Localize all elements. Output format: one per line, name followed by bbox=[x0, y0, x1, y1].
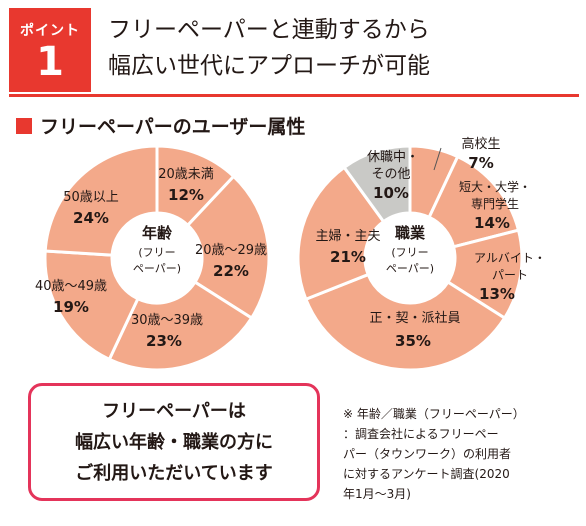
slice-value-label: 12% bbox=[168, 186, 204, 204]
pie-slice bbox=[43, 144, 159, 257]
slice-value-label: 23% bbox=[146, 332, 182, 350]
slice-value-label: 22% bbox=[213, 262, 249, 280]
job-chart-group: 高校生 7% 短大・大学・専門学生 14% アルバイト・パート 13% 正・契・派社員 35%… bbox=[296, 136, 546, 372]
leader-line bbox=[433, 147, 442, 171]
note-line-2: ：調査会社によるフリーペー bbox=[343, 427, 499, 441]
point-badge: ポイント 1 bbox=[9, 8, 91, 92]
survey-note: ※ 年齢／職業（フリーペーパー） ：調査会社によるフリーペー パー（タウンワーク… bbox=[343, 404, 579, 504]
callout-line-1: フリーペーパーは bbox=[102, 400, 246, 422]
pie-slice bbox=[342, 144, 412, 224]
pie-slice bbox=[296, 165, 386, 302]
headline-line-2: 幅広い世代にアプローチが可能 bbox=[108, 53, 430, 79]
slice-value-label: 19% bbox=[53, 298, 89, 316]
slice-value-label: 35% bbox=[395, 332, 431, 350]
note-line-1: ※ 年齢／職業（フリーペーパー） bbox=[343, 407, 525, 421]
slice-label: その他 bbox=[371, 167, 410, 182]
slice-value-label: 14% bbox=[474, 214, 510, 232]
slice-label: 高校生 bbox=[461, 136, 500, 152]
slice-label: 30歳～39歳 bbox=[131, 313, 203, 328]
slice-label: 短大・大学・ bbox=[459, 179, 531, 194]
callout-line-2: 幅広い年齢・職業の方に bbox=[75, 431, 273, 453]
slice-label: 正・契・派社員 bbox=[369, 310, 460, 326]
slice-value-label: 10% bbox=[373, 184, 409, 202]
slice-value-label: 21% bbox=[330, 248, 366, 266]
slice-label: 20歳未満 bbox=[158, 167, 214, 182]
chart-center-label: 職業 bbox=[395, 224, 426, 242]
pie-slice bbox=[185, 174, 271, 321]
age-chart-group: 20歳未満 12% 20歳～29歳 22% 30歳～39歳 23% 40歳～49歳 19% 50… bbox=[35, 144, 271, 372]
note-line-4: に対するアンケート調査(2020 bbox=[343, 467, 510, 481]
note-line-5: 年1月～3月) bbox=[343, 487, 411, 501]
note-line-3: パー（タウンワーク）の利用者 bbox=[343, 447, 512, 461]
slice-label: 休職中・ bbox=[367, 150, 419, 165]
chart-center-label: 年齢 bbox=[142, 224, 173, 242]
slice-value-label: 13% bbox=[479, 285, 515, 303]
point-number: 1 bbox=[36, 39, 64, 85]
section-marker-icon bbox=[16, 117, 32, 134]
slice-label: アルバイト・ bbox=[474, 251, 546, 265]
callout-box: フリーペーパーは 幅広い年齢・職業の方に ご利用いただいています bbox=[28, 383, 320, 501]
header-rule bbox=[9, 94, 579, 97]
chart-center-label: ペーパー) bbox=[386, 262, 434, 275]
pie-slice bbox=[303, 272, 507, 372]
slice-label: 20歳～29歳 bbox=[195, 243, 267, 258]
section-title: フリーペーパーのユーザー属性 bbox=[16, 112, 305, 139]
slice-label: 専門学生 bbox=[471, 196, 519, 211]
chart-center-label: (フリー bbox=[138, 246, 175, 259]
chart-center-label: (フリー bbox=[391, 246, 428, 259]
pie-slice bbox=[43, 249, 140, 362]
callout-line-3: ご利用いただいています bbox=[75, 462, 273, 484]
slice-label: パート bbox=[492, 268, 528, 282]
pie-slice bbox=[107, 280, 254, 372]
section-title-text: フリーペーパーのユーザー属性 bbox=[40, 116, 306, 138]
headline: フリーペーパーと連動するから 幅広い世代にアプローチが可能 bbox=[108, 12, 578, 84]
headline-line-1: フリーペーパーと連動するから bbox=[108, 17, 430, 43]
point-label: ポイント bbox=[20, 23, 80, 39]
slice-label: 50歳以上 bbox=[63, 190, 119, 205]
slice-label: 主婦・主夫 bbox=[315, 228, 380, 244]
slice-value-label: 7% bbox=[468, 154, 493, 172]
slice-label: 40歳～49歳 bbox=[35, 279, 107, 294]
chart-center-label: ペーパー) bbox=[133, 262, 181, 275]
slice-value-label: 24% bbox=[73, 209, 109, 227]
